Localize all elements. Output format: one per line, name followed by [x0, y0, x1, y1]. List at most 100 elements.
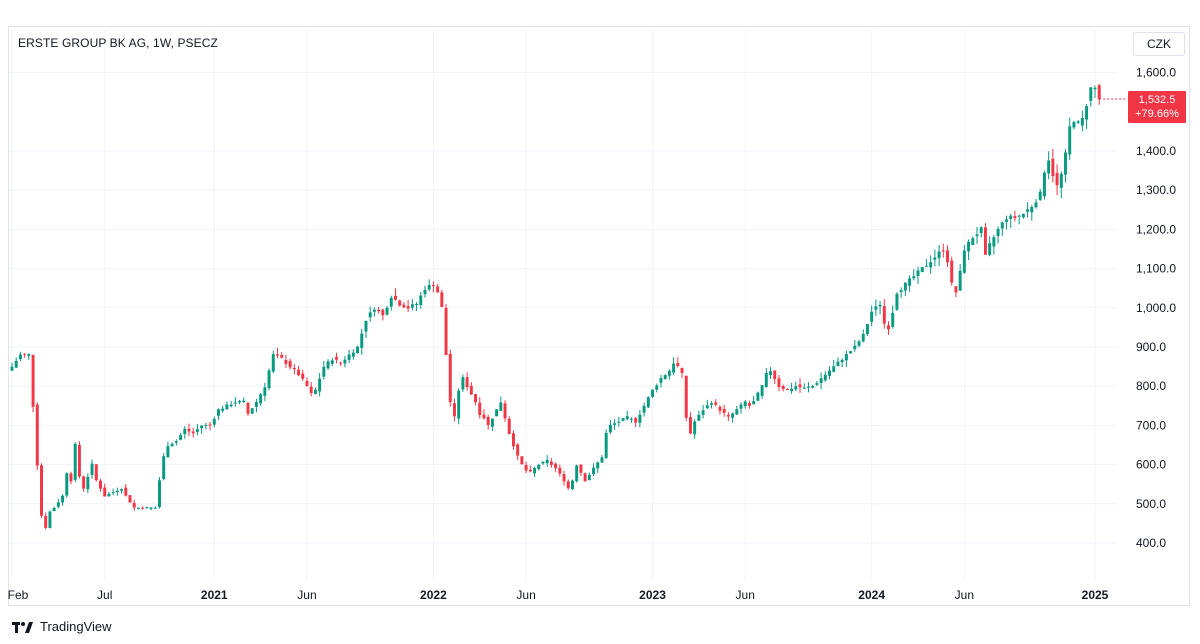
candle-up — [52, 508, 56, 512]
candle-down — [1013, 216, 1017, 219]
candle-up — [1072, 122, 1076, 128]
y-tick-label: 1,200.0 — [1136, 222, 1176, 236]
candle-down — [941, 250, 945, 252]
candle-up — [642, 405, 646, 413]
candle-up — [495, 409, 499, 417]
candle-up — [832, 366, 836, 372]
candle-up — [844, 354, 848, 361]
last-price-badge: 1,532.5 +79.66% — [1128, 91, 1186, 123]
candle-down — [1055, 172, 1059, 186]
candle-up — [1021, 213, 1025, 218]
candle-up — [870, 311, 874, 322]
candle-up — [1059, 173, 1063, 188]
candle-down — [23, 353, 27, 355]
candle-up — [996, 228, 1000, 237]
candle-up — [326, 361, 330, 369]
last-price: 1,532.5 — [1138, 94, 1176, 106]
candle-down — [124, 487, 128, 496]
chart-frame — [8, 26, 1190, 606]
candle-up — [541, 461, 545, 464]
candle-down — [579, 464, 583, 473]
candle-up — [221, 408, 225, 411]
candle-up — [710, 403, 714, 405]
candle-up — [967, 241, 971, 252]
candle-down — [82, 476, 86, 489]
candle-up — [499, 402, 503, 411]
candle-down — [436, 286, 440, 293]
candle-up — [330, 360, 334, 364]
tradingview-brand[interactable]: TradingView — [12, 619, 112, 634]
candle-up — [360, 333, 364, 348]
candle-down — [1097, 85, 1101, 100]
candle-down — [524, 465, 528, 471]
price-change: +79.66% — [1135, 108, 1179, 120]
candle-up — [790, 388, 794, 392]
candle-up — [971, 238, 975, 246]
candle-up — [828, 370, 831, 376]
candle-up — [136, 507, 140, 509]
candle-up — [56, 502, 60, 507]
candle-up — [217, 409, 220, 416]
candle-down — [507, 418, 511, 434]
candle-down — [35, 404, 39, 466]
candle-down — [777, 378, 781, 388]
candle-down — [718, 406, 722, 411]
candle-down — [280, 354, 284, 358]
candle-down — [747, 403, 751, 406]
candle-down — [726, 414, 730, 417]
candle-down — [558, 467, 562, 474]
candle-up — [14, 360, 18, 368]
grid — [9, 30, 1118, 580]
candle-down — [781, 386, 785, 389]
candle-up — [427, 285, 431, 290]
candle-down — [549, 461, 553, 465]
candle-up — [815, 383, 819, 385]
currency-button[interactable]: CZK — [1133, 32, 1185, 56]
y-tick-label: 1,400.0 — [1136, 144, 1176, 158]
candle-up — [183, 428, 187, 434]
y-tick-label: 1,100.0 — [1136, 262, 1176, 276]
x-tick-label: Jun — [297, 588, 316, 602]
candle-up — [861, 333, 865, 342]
candle-down — [288, 360, 292, 368]
candle-down — [44, 516, 48, 528]
candle-down — [773, 370, 777, 380]
x-tick-label: 2025 — [1082, 588, 1109, 602]
candle-down — [40, 465, 43, 516]
candle-up — [840, 359, 844, 363]
candle-up — [170, 443, 174, 447]
candle-up — [920, 267, 924, 273]
candle-up — [752, 401, 756, 405]
candle-up — [865, 324, 869, 335]
candle-up — [204, 424, 208, 426]
y-axis: 400.0 500.0 600.0 700.0 800.0 900.0 1,000.0 1,1… — [1136, 66, 1176, 550]
candle-down — [688, 417, 692, 434]
candle-up — [372, 309, 376, 312]
candle-up — [322, 366, 326, 377]
candle-up — [697, 414, 701, 421]
candle-up — [263, 387, 267, 396]
candle-down — [440, 292, 444, 307]
candle-up — [764, 372, 768, 388]
candle-up — [937, 251, 941, 259]
candle-up — [1042, 172, 1046, 197]
candle-down — [141, 507, 145, 509]
candle-down — [452, 403, 456, 417]
candle-up — [1089, 87, 1093, 101]
candle-down — [946, 250, 949, 263]
candle-down — [335, 356, 338, 360]
candle-up — [1026, 209, 1030, 212]
candle-down — [714, 402, 718, 405]
candle-up — [912, 276, 916, 279]
candle-up — [899, 290, 903, 293]
candle-down — [511, 433, 515, 447]
candle-up — [958, 270, 962, 291]
candle-up — [490, 418, 494, 427]
candle-up — [575, 465, 579, 482]
candle-up — [874, 306, 878, 310]
candle-up — [195, 429, 199, 432]
candle-up — [570, 480, 574, 490]
candle-down — [469, 385, 473, 395]
candle-down — [882, 306, 886, 324]
